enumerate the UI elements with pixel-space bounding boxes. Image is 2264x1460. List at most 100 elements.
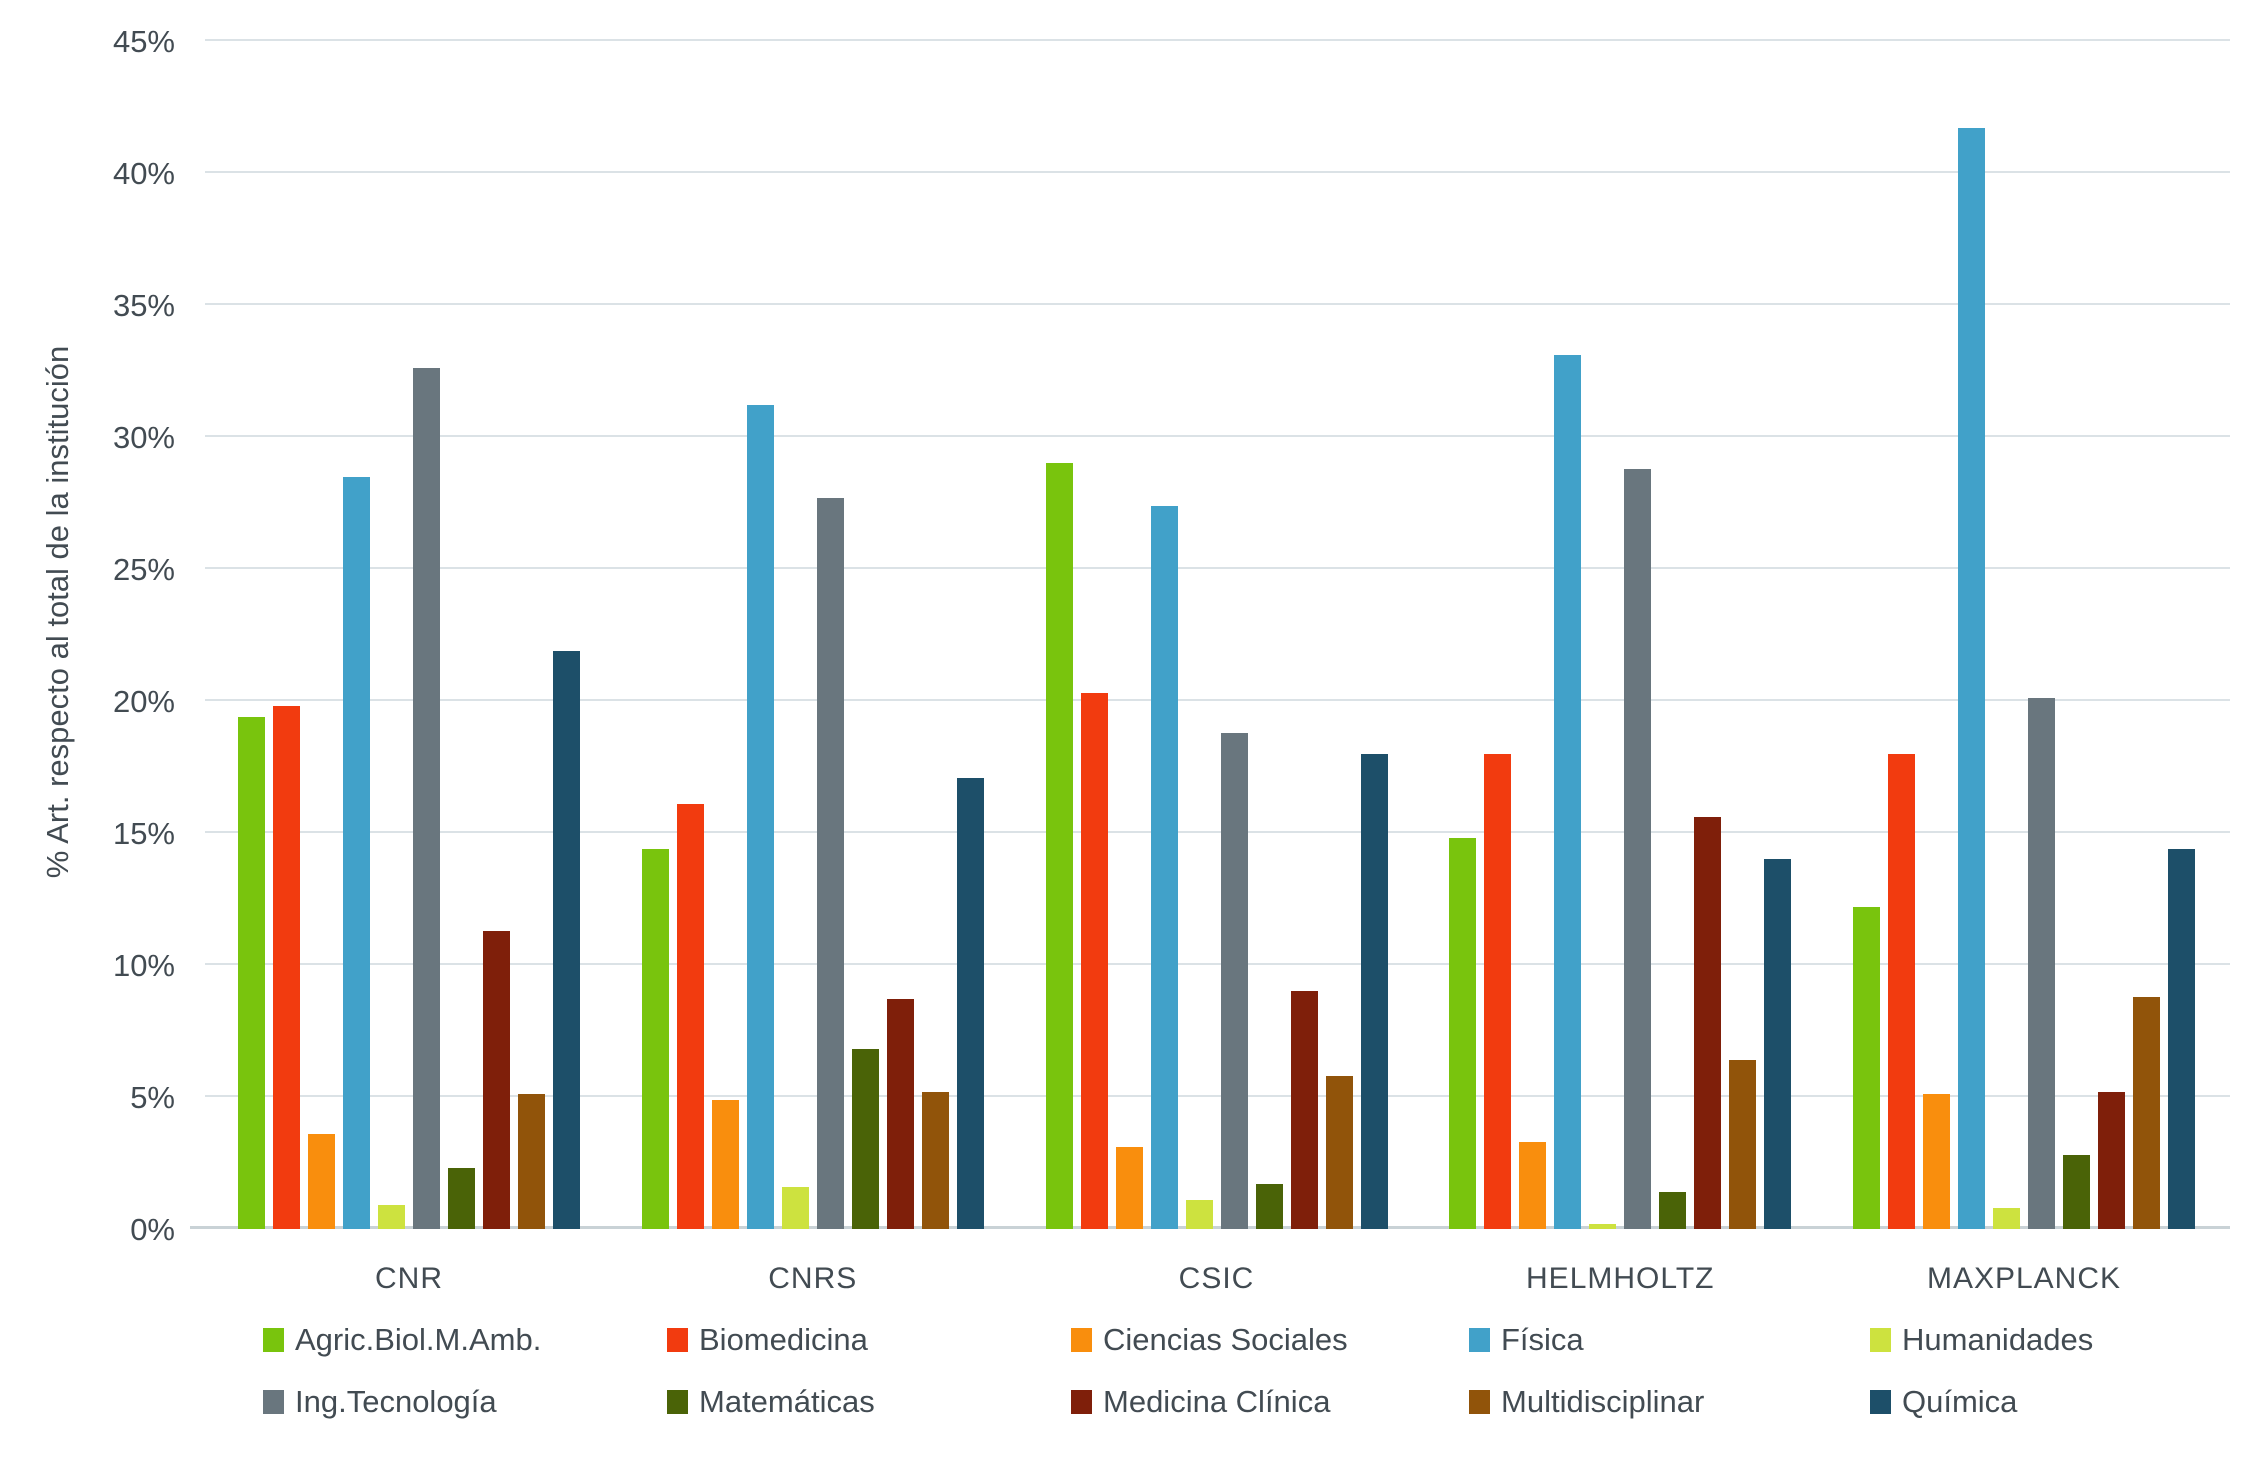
bar-Química-CSIC [1360,753,1388,1229]
y-tick-label-20%: 20% [112,684,175,719]
x-axis-label-CSIC: CSIC [1178,1262,1255,1295]
bar-Biomedicina-HELMHOLTZ [1484,753,1512,1229]
bar-Ciencias Sociales-CNRS [711,1099,739,1229]
bar-Humanidades-CNR [378,1205,405,1229]
bar-Ciencias Sociales-HELMHOLTZ [1519,1141,1547,1229]
plot-area [190,39,2230,1229]
bar-Multidisciplinar-CSIC [1325,1075,1353,1229]
gridline-5% [205,1095,2230,1098]
bar-Física-CNRS [746,405,774,1229]
bar-Medicina Clínica-CNRS [886,999,914,1229]
legend-item-Física: Física [1469,1322,1584,1358]
legend-label-Matemáticas: Matemáticas [699,1384,875,1419]
bar-group-CNRS [641,41,984,1229]
bar-Humanidades-CNRS [781,1186,809,1229]
legend-item-Humanidades: Humanidades [1870,1322,2093,1358]
x-axis-label-CNR: CNR [375,1262,443,1295]
gridline-20% [205,699,2230,702]
legend-item-Matemáticas: Matemáticas [667,1384,875,1420]
legend-item-Medicina Clínica: Medicina Clínica [1071,1384,1330,1420]
y-tick-label-25%: 25% [112,552,175,587]
y-tick-label-5%: 5% [130,1080,175,1115]
bar-group-HELMHOLTZ [1449,41,1792,1229]
bar-group-CSIC [1045,41,1388,1229]
bar-Humanidades-HELMHOLTZ [1589,1223,1617,1229]
bar-Química-CNRS [956,777,984,1229]
legend-swatch-Matemáticas [667,1390,688,1414]
legend-swatch-Ing.Tecnología [263,1390,284,1414]
gridline-25% [205,567,2230,569]
bar-group-CNR [238,41,580,1229]
y-tick-label-30%: 30% [112,420,175,455]
legend-item-Química: Química [1870,1384,2017,1420]
bar-Medicina Clínica-HELMHOLTZ [1694,817,1722,1229]
bar-Multidisciplinar-CNRS [921,1091,949,1229]
legend-swatch-Física [1469,1328,1490,1352]
legend-item-Ing.Tecnología: Ing.Tecnología [263,1384,497,1420]
x-axis-label-MAXPLANCK: MAXPLANCK [1926,1262,2122,1295]
bar-Multidisciplinar-MAXPLANCK [2133,996,2160,1229]
bar-Multidisciplinar-CNR [518,1094,545,1229]
bar-Humanidades-MAXPLANCK [1993,1207,2020,1229]
bar-Matemáticas-CNR [448,1168,475,1229]
bar-Ciencias Sociales-MAXPLANCK [1923,1094,1950,1229]
y-tick-label-40%: 40% [112,156,175,191]
bar-Ing.Tecnología-CNR [413,368,440,1229]
bar-Química-MAXPLANCK [2168,848,2195,1229]
legend-label-Física: Física [1501,1322,1584,1357]
legend-swatch-Química [1870,1390,1891,1414]
bar-group-MAXPLANCK [1853,41,2195,1229]
bar-Agric.Biol.M.Amb.-CNRS [641,848,669,1229]
y-tick-label-15%: 15% [112,816,175,851]
bar-Ing.Tecnología-MAXPLANCK [2028,698,2055,1229]
bar-Multidisciplinar-HELMHOLTZ [1729,1060,1757,1229]
bar-Física-HELMHOLTZ [1554,355,1582,1229]
gridline-15% [205,831,2230,833]
legend-label-Humanidades: Humanidades [1902,1322,2094,1357]
legend-item-Multidisciplinar: Multidisciplinar [1469,1384,1704,1420]
legend-swatch-Medicina Clínica [1071,1390,1092,1414]
bar-Medicina Clínica-CSIC [1290,991,1318,1229]
legend-swatch-Humanidades [1870,1328,1891,1352]
bar-Agric.Biol.M.Amb.-HELMHOLTZ [1449,838,1477,1229]
legend-label-Medicina Clínica: Medicina Clínica [1103,1384,1331,1419]
bar-Biomedicina-CNR [273,706,300,1229]
bar-Agric.Biol.M.Amb.-MAXPLANCK [1853,906,1880,1229]
legend-label-Química: Química [1902,1384,2018,1419]
bar-Humanidades-CSIC [1185,1199,1213,1229]
bar-Biomedicina-CNRS [676,803,704,1229]
gridline-30% [205,435,2230,437]
x-axis-label-HELMHOLTZ: HELMHOLTZ [1526,1262,1715,1295]
legend-swatch-Agric.Biol.M.Amb. [263,1328,284,1352]
bar-Matemáticas-CNRS [851,1049,879,1229]
y-tick-label-45%: 45% [112,24,175,59]
legend-label-Biomedicina: Biomedicina [699,1322,868,1357]
bar-Química-HELMHOLTZ [1764,859,1792,1229]
bar-Matemáticas-CSIC [1255,1184,1283,1229]
bar-Matemáticas-HELMHOLTZ [1659,1192,1687,1229]
gridline-45% [205,39,2230,41]
bar-Física-CSIC [1150,505,1178,1229]
legend-swatch-Biomedicina [667,1328,688,1352]
legend-label-Multidisciplinar: Multidisciplinar [1501,1384,1705,1419]
bar-Física-CNR [343,476,370,1229]
bar-Física-MAXPLANCK [1958,128,1985,1229]
gridline-40% [205,171,2230,174]
bar-Agric.Biol.M.Amb.-CSIC [1045,463,1073,1229]
x-axis-label-CNRS: CNRS [768,1262,858,1295]
gridline-10% [205,963,2230,966]
bar-Biomedicina-MAXPLANCK [1888,753,1915,1229]
legend-swatch-Multidisciplinar [1469,1390,1490,1414]
legend-swatch-Ciencias Sociales [1071,1328,1092,1352]
bar-Medicina Clínica-MAXPLANCK [2098,1091,2125,1229]
gridline-35% [205,303,2230,305]
bar-Medicina Clínica-CNR [483,930,510,1229]
y-tick-label-0%: 0% [130,1212,175,1247]
bar-Ing.Tecnología-HELMHOLTZ [1624,468,1652,1229]
bar-Química-CNR [553,650,580,1229]
bar-Ciencias Sociales-CSIC [1115,1147,1143,1229]
bar-Ciencias Sociales-CNR [308,1133,335,1229]
bar-Ing.Tecnología-CNRS [816,497,844,1229]
y-tick-label-10%: 10% [112,948,175,983]
